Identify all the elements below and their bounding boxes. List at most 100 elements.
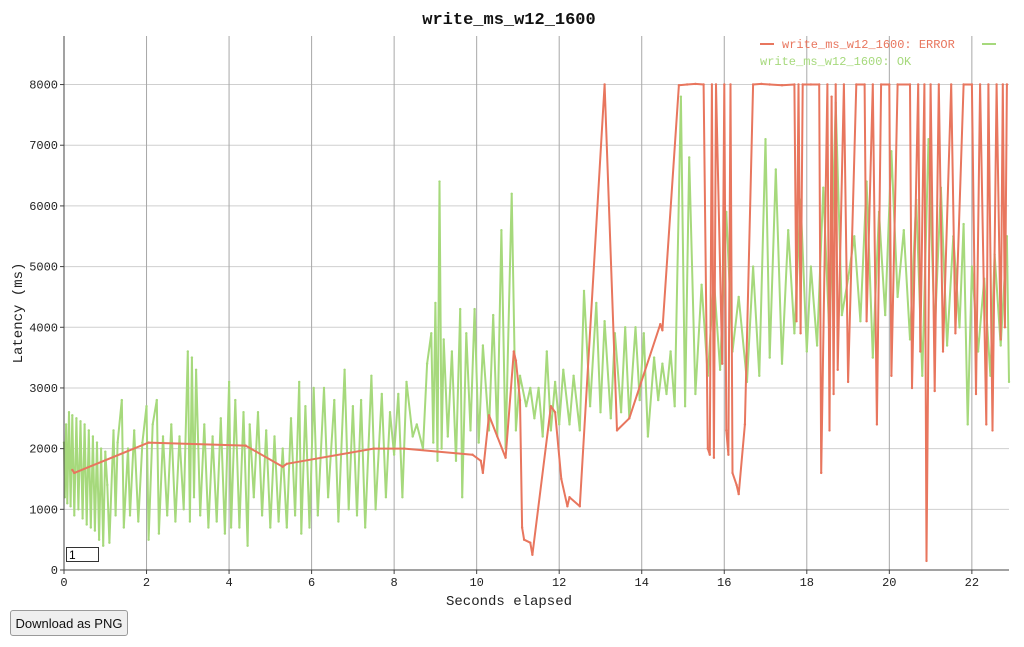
data-point bbox=[780, 362, 784, 365]
download-png-button[interactable]: Download as PNG bbox=[10, 610, 128, 636]
data-point bbox=[304, 405, 307, 408]
data-point bbox=[669, 350, 672, 353]
data-point bbox=[83, 423, 86, 426]
data-point bbox=[603, 320, 606, 323]
data-point bbox=[795, 320, 798, 323]
y-tick-label: 7000 bbox=[29, 139, 58, 153]
x-tick-label: 6 bbox=[308, 576, 315, 590]
data-point bbox=[440, 447, 443, 450]
x-tick-label: 8 bbox=[391, 576, 398, 590]
data-point bbox=[764, 138, 767, 141]
data-point bbox=[1005, 83, 1009, 86]
chart-legend[interactable]: write_ms_w12_1600: ERROR write_ms_w12_16… bbox=[760, 38, 996, 69]
data-point bbox=[520, 526, 524, 529]
data-point bbox=[192, 496, 196, 499]
data-point bbox=[71, 468, 74, 472]
data-point bbox=[683, 405, 687, 408]
data-point bbox=[978, 83, 982, 86]
data-point bbox=[933, 389, 936, 393]
series-ok bbox=[62, 95, 1011, 547]
zoom-input[interactable] bbox=[66, 547, 99, 562]
data-point bbox=[77, 508, 80, 511]
data-point bbox=[219, 417, 222, 420]
data-point bbox=[731, 471, 734, 475]
data-point bbox=[910, 386, 914, 390]
data-point bbox=[890, 150, 893, 153]
data-point bbox=[355, 514, 359, 517]
data-point bbox=[799, 332, 802, 335]
data-point bbox=[79, 420, 82, 423]
data-point bbox=[234, 398, 237, 402]
data-point bbox=[710, 83, 714, 86]
data-point bbox=[421, 447, 425, 450]
data-point bbox=[879, 83, 883, 86]
data-point bbox=[661, 362, 664, 365]
data-point bbox=[128, 514, 132, 517]
chart-grid bbox=[64, 36, 1009, 570]
data-point bbox=[308, 526, 311, 529]
data-point bbox=[751, 265, 755, 268]
data-point bbox=[157, 532, 161, 535]
chart-axes bbox=[63, 36, 1009, 571]
legend-label-error[interactable]: write_ms_w12_1600: ERROR bbox=[782, 38, 955, 52]
data-point bbox=[568, 423, 571, 426]
data-point bbox=[446, 435, 449, 438]
data-point bbox=[929, 83, 932, 86]
data-point bbox=[256, 411, 260, 414]
data-point bbox=[652, 356, 656, 359]
legend-item-error[interactable]: write_ms_w12_1600: ERROR bbox=[760, 38, 996, 52]
data-point bbox=[316, 514, 319, 517]
data-point bbox=[333, 398, 336, 402]
data-point bbox=[908, 83, 912, 86]
data-point bbox=[917, 83, 920, 86]
x-tick-label: 18 bbox=[800, 576, 814, 590]
data-point bbox=[737, 492, 740, 496]
data-point bbox=[114, 514, 117, 517]
legend-item-ok[interactable]: write_ms_w12_1600: OK bbox=[760, 55, 912, 69]
data-point bbox=[780, 84, 784, 87]
data-point bbox=[842, 83, 846, 86]
data-point bbox=[603, 83, 606, 86]
series-line bbox=[71, 82, 1008, 562]
data-point bbox=[945, 344, 949, 347]
x-tick-label: 2 bbox=[143, 576, 150, 590]
data-point bbox=[170, 423, 173, 426]
data-point bbox=[312, 386, 315, 390]
data-point bbox=[970, 83, 974, 86]
data-point bbox=[252, 496, 255, 499]
data-point bbox=[432, 441, 435, 444]
data-point bbox=[137, 520, 140, 523]
data-point bbox=[85, 523, 88, 526]
data-point bbox=[840, 313, 844, 317]
data-point bbox=[863, 83, 866, 86]
data-point bbox=[370, 374, 373, 377]
data-point bbox=[685, 83, 689, 86]
x-tick-label: 4 bbox=[225, 576, 232, 590]
data-point bbox=[166, 514, 169, 517]
data-point bbox=[694, 392, 697, 396]
data-point bbox=[244, 444, 247, 447]
data-point bbox=[826, 83, 829, 86]
data-point bbox=[595, 301, 598, 305]
data-point bbox=[425, 362, 429, 365]
data-point bbox=[638, 398, 641, 402]
x-tick-label: 20 bbox=[882, 576, 896, 590]
data-point bbox=[560, 477, 563, 481]
data-point bbox=[66, 502, 69, 505]
data-point bbox=[624, 326, 627, 329]
data-point bbox=[962, 83, 965, 86]
data-point bbox=[518, 374, 522, 377]
legend-label-ok[interactable]: write_ms_w12_1600: OK bbox=[760, 55, 912, 69]
data-point bbox=[112, 429, 115, 432]
data-point bbox=[702, 83, 705, 86]
data-point bbox=[459, 307, 462, 311]
data-point bbox=[430, 332, 433, 335]
data-point bbox=[970, 265, 974, 268]
data-point bbox=[815, 344, 819, 347]
data-point bbox=[102, 544, 105, 547]
data-point bbox=[793, 83, 796, 86]
data-point bbox=[397, 392, 400, 396]
data-point bbox=[277, 520, 280, 523]
data-point bbox=[801, 83, 804, 86]
data-point bbox=[194, 368, 198, 371]
